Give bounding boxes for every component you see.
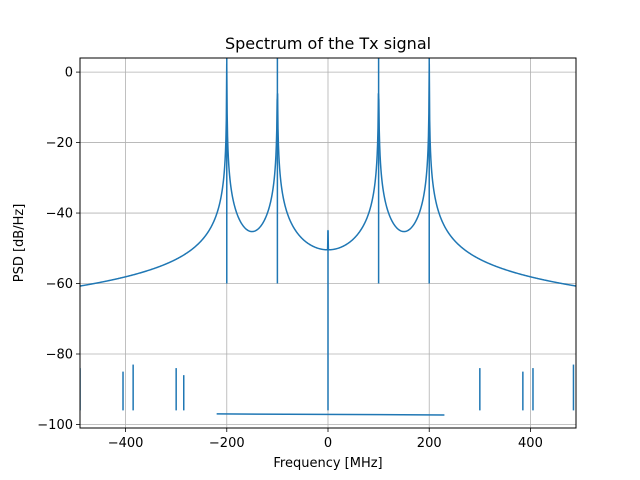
x-tick-label: −400 bbox=[108, 436, 144, 451]
y-tick-label: −20 bbox=[46, 136, 73, 151]
x-axis-ticks: −400 −200 0 200 400 bbox=[108, 428, 543, 451]
y-tick-label: 0 bbox=[65, 66, 73, 81]
x-tick-label: 200 bbox=[417, 436, 442, 451]
x-tick-label: −200 bbox=[209, 436, 245, 451]
y-tick-label: −80 bbox=[46, 348, 73, 363]
y-tick-label: −100 bbox=[37, 418, 73, 433]
x-axis-label: Frequency [MHz] bbox=[273, 456, 382, 471]
y-tick-label: −60 bbox=[46, 277, 73, 292]
x-tick-label: 0 bbox=[324, 436, 332, 451]
chart-title: Spectrum of the Tx signal bbox=[225, 34, 431, 53]
y-axis-label: PSD [dB/Hz] bbox=[12, 204, 27, 283]
series-group bbox=[80, 58, 576, 416]
y-axis-ticks: 0 −20 −40 −60 −80 −100 bbox=[37, 66, 80, 433]
wrap-around-line bbox=[216, 413, 445, 416]
y-tick-label: −40 bbox=[46, 207, 73, 222]
x-tick-label: 400 bbox=[518, 436, 543, 451]
